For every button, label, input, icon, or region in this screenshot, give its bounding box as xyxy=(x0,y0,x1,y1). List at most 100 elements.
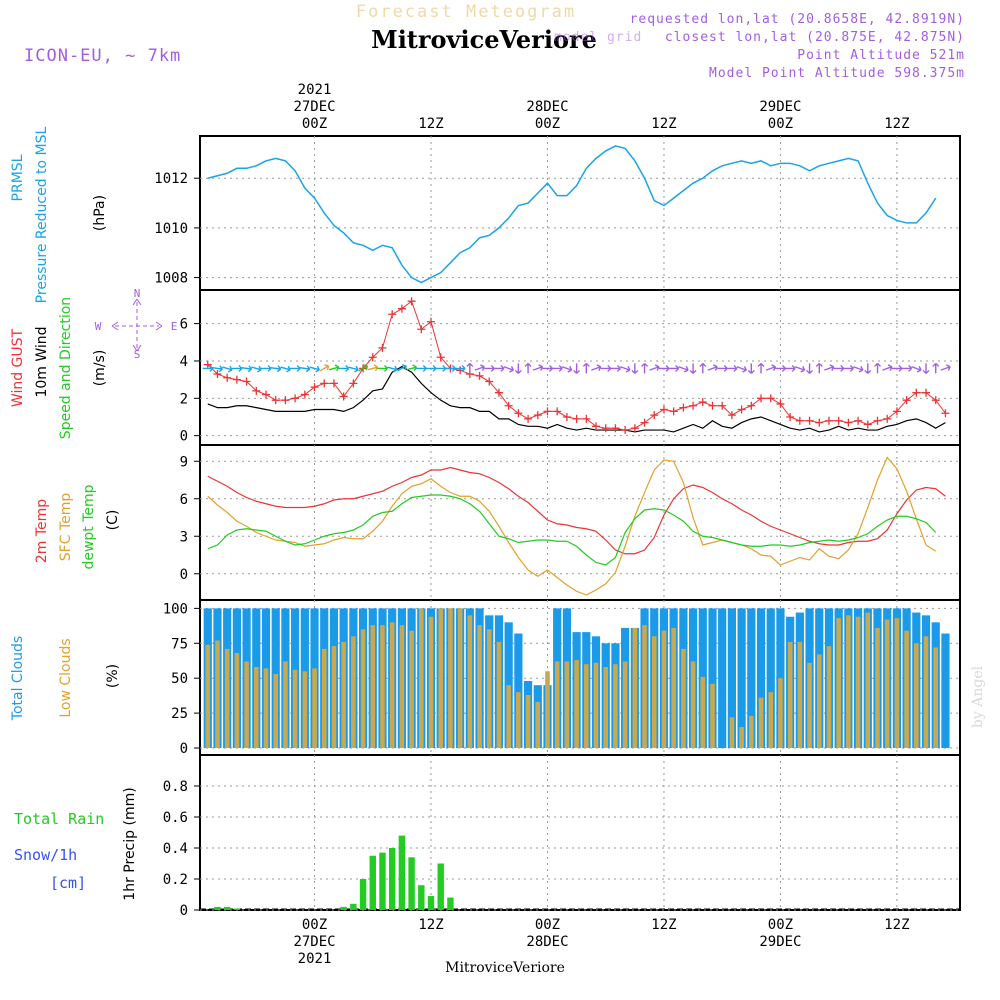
wind-direction-arrow-shape xyxy=(377,364,388,372)
wind-direction-arrow-shape xyxy=(231,364,243,372)
low-clouds-bar xyxy=(797,641,803,749)
gust-marker xyxy=(941,409,950,418)
wind-direction-arrow xyxy=(222,365,233,373)
wind-label-gust: Wind GUST xyxy=(10,328,26,407)
gust-marker xyxy=(427,317,436,326)
wind-direction-arrow xyxy=(631,363,639,374)
gust-marker xyxy=(892,407,901,416)
clouds-label-low: Low Clouds xyxy=(58,638,74,717)
low-clouds-bar xyxy=(846,615,851,749)
low-clouds-bar xyxy=(710,683,715,749)
compass-rose: N S W E xyxy=(95,287,178,361)
gust-marker xyxy=(310,383,319,392)
top-axis-label: 12Z xyxy=(884,116,909,132)
faded-title: Forecast Meteogram xyxy=(356,2,576,22)
low-clouds-bar xyxy=(486,629,492,749)
gust-marker xyxy=(262,390,271,399)
wind-direction-arrow xyxy=(328,364,340,372)
wind-direction-arrow-shape xyxy=(416,364,427,372)
ytick-label-wind: 2 xyxy=(180,391,188,407)
low-clouds-bar xyxy=(428,616,434,749)
top-axis-label: 29DEC xyxy=(759,99,801,115)
wind-direction-arrow-shape xyxy=(406,364,418,372)
wind-direction-arrow xyxy=(212,365,223,373)
wind-direction-arrow-shape xyxy=(911,366,922,373)
gust-marker xyxy=(863,420,872,429)
wind-direction-arrow xyxy=(338,364,350,372)
wind-direction-arrow xyxy=(901,364,913,372)
temp-label-sfc: SFC Temp xyxy=(58,493,74,562)
gust-marker xyxy=(252,386,261,395)
low-clouds-bar xyxy=(467,615,473,749)
rain-bar xyxy=(233,908,241,910)
wind-direction-arrow xyxy=(775,364,786,372)
total-clouds-bar xyxy=(756,608,766,749)
rain-bar xyxy=(398,835,406,910)
gust-marker xyxy=(698,398,707,407)
gust-marker xyxy=(533,411,542,420)
low-clouds-bar xyxy=(632,627,638,749)
temperature-panel xyxy=(199,444,961,601)
low-clouds-bar xyxy=(263,668,269,749)
low-clouds-bar xyxy=(836,618,841,749)
temp-dewpt-line xyxy=(207,494,937,566)
low-clouds-bar xyxy=(807,662,812,749)
top-axis-label: 28DEC xyxy=(526,99,568,115)
wind-direction-arrow xyxy=(940,364,951,371)
low-clouds-bar xyxy=(584,664,589,749)
gust-marker xyxy=(407,297,416,306)
wind-direction-arrow xyxy=(416,364,427,372)
wind-direction-arrow-shape xyxy=(699,362,707,374)
temp-sfc-line xyxy=(207,456,937,596)
gust-marker xyxy=(873,416,882,425)
wind-direction-arrow-shape xyxy=(309,365,320,373)
ytick-label-clouds: 0 xyxy=(180,741,188,757)
model-point-altitude: Model Point Altitude 598.375m xyxy=(709,66,965,81)
low-clouds-bar xyxy=(613,664,618,749)
wind-direction-arrow xyxy=(261,364,272,372)
low-clouds-bar xyxy=(855,616,861,749)
ytick-label-temperature: 6 xyxy=(180,492,188,508)
low-clouds-bar xyxy=(865,612,871,749)
wind-direction-arrow xyxy=(426,364,437,372)
wind-direction-arrow xyxy=(658,364,670,372)
low-clouds-bar xyxy=(496,641,502,749)
low-clouds-bar xyxy=(904,630,909,749)
wind-direction-arrow xyxy=(270,365,282,373)
ytick-label-temperature: 9 xyxy=(180,454,188,470)
top-axis-label: 27DEC xyxy=(293,99,335,115)
low-clouds-bar xyxy=(409,630,414,749)
wind-direction-arrow-shape xyxy=(726,364,738,372)
low-clouds-bar xyxy=(370,625,376,749)
gust-marker xyxy=(397,304,406,313)
wind-label-direction: Speed and Direction xyxy=(58,297,74,439)
wind-direction-arrow-shape xyxy=(736,366,747,373)
gust-marker xyxy=(349,379,358,388)
rain-bar xyxy=(418,885,425,910)
gust-marker xyxy=(776,399,785,408)
wind-direction-arrow-shape xyxy=(328,364,340,372)
wind-direction-arrow-shape xyxy=(542,364,553,372)
wind-direction-arrow-shape xyxy=(397,364,407,372)
total-clouds-bar xyxy=(737,608,746,749)
gust-marker xyxy=(417,325,426,334)
total-clouds-bar xyxy=(766,608,775,749)
gust-marker xyxy=(805,416,814,425)
model-label: ICON-EU, ~ 7km xyxy=(24,46,181,66)
bottom-axis-label: 27DEC xyxy=(293,934,335,950)
total-clouds-bar xyxy=(941,633,950,749)
bottom-axis-label: 28DEC xyxy=(526,934,568,950)
temp-label-2m: 2m Temp xyxy=(34,499,50,563)
gust-marker xyxy=(883,414,892,423)
low-clouds-bar xyxy=(360,629,366,749)
gust-marker xyxy=(650,411,659,420)
bottom-axis-label: 00Z xyxy=(302,917,327,933)
gust-marker xyxy=(203,360,212,369)
model-grid-word: model grid xyxy=(554,30,642,45)
gust-marker xyxy=(747,401,756,410)
wind-direction-arrow xyxy=(591,364,602,371)
top-axis-label: 00Z xyxy=(302,116,327,132)
low-clouds-bar xyxy=(603,667,609,749)
gust-marker xyxy=(475,371,484,380)
top-axis-label: 12Z xyxy=(651,116,676,132)
